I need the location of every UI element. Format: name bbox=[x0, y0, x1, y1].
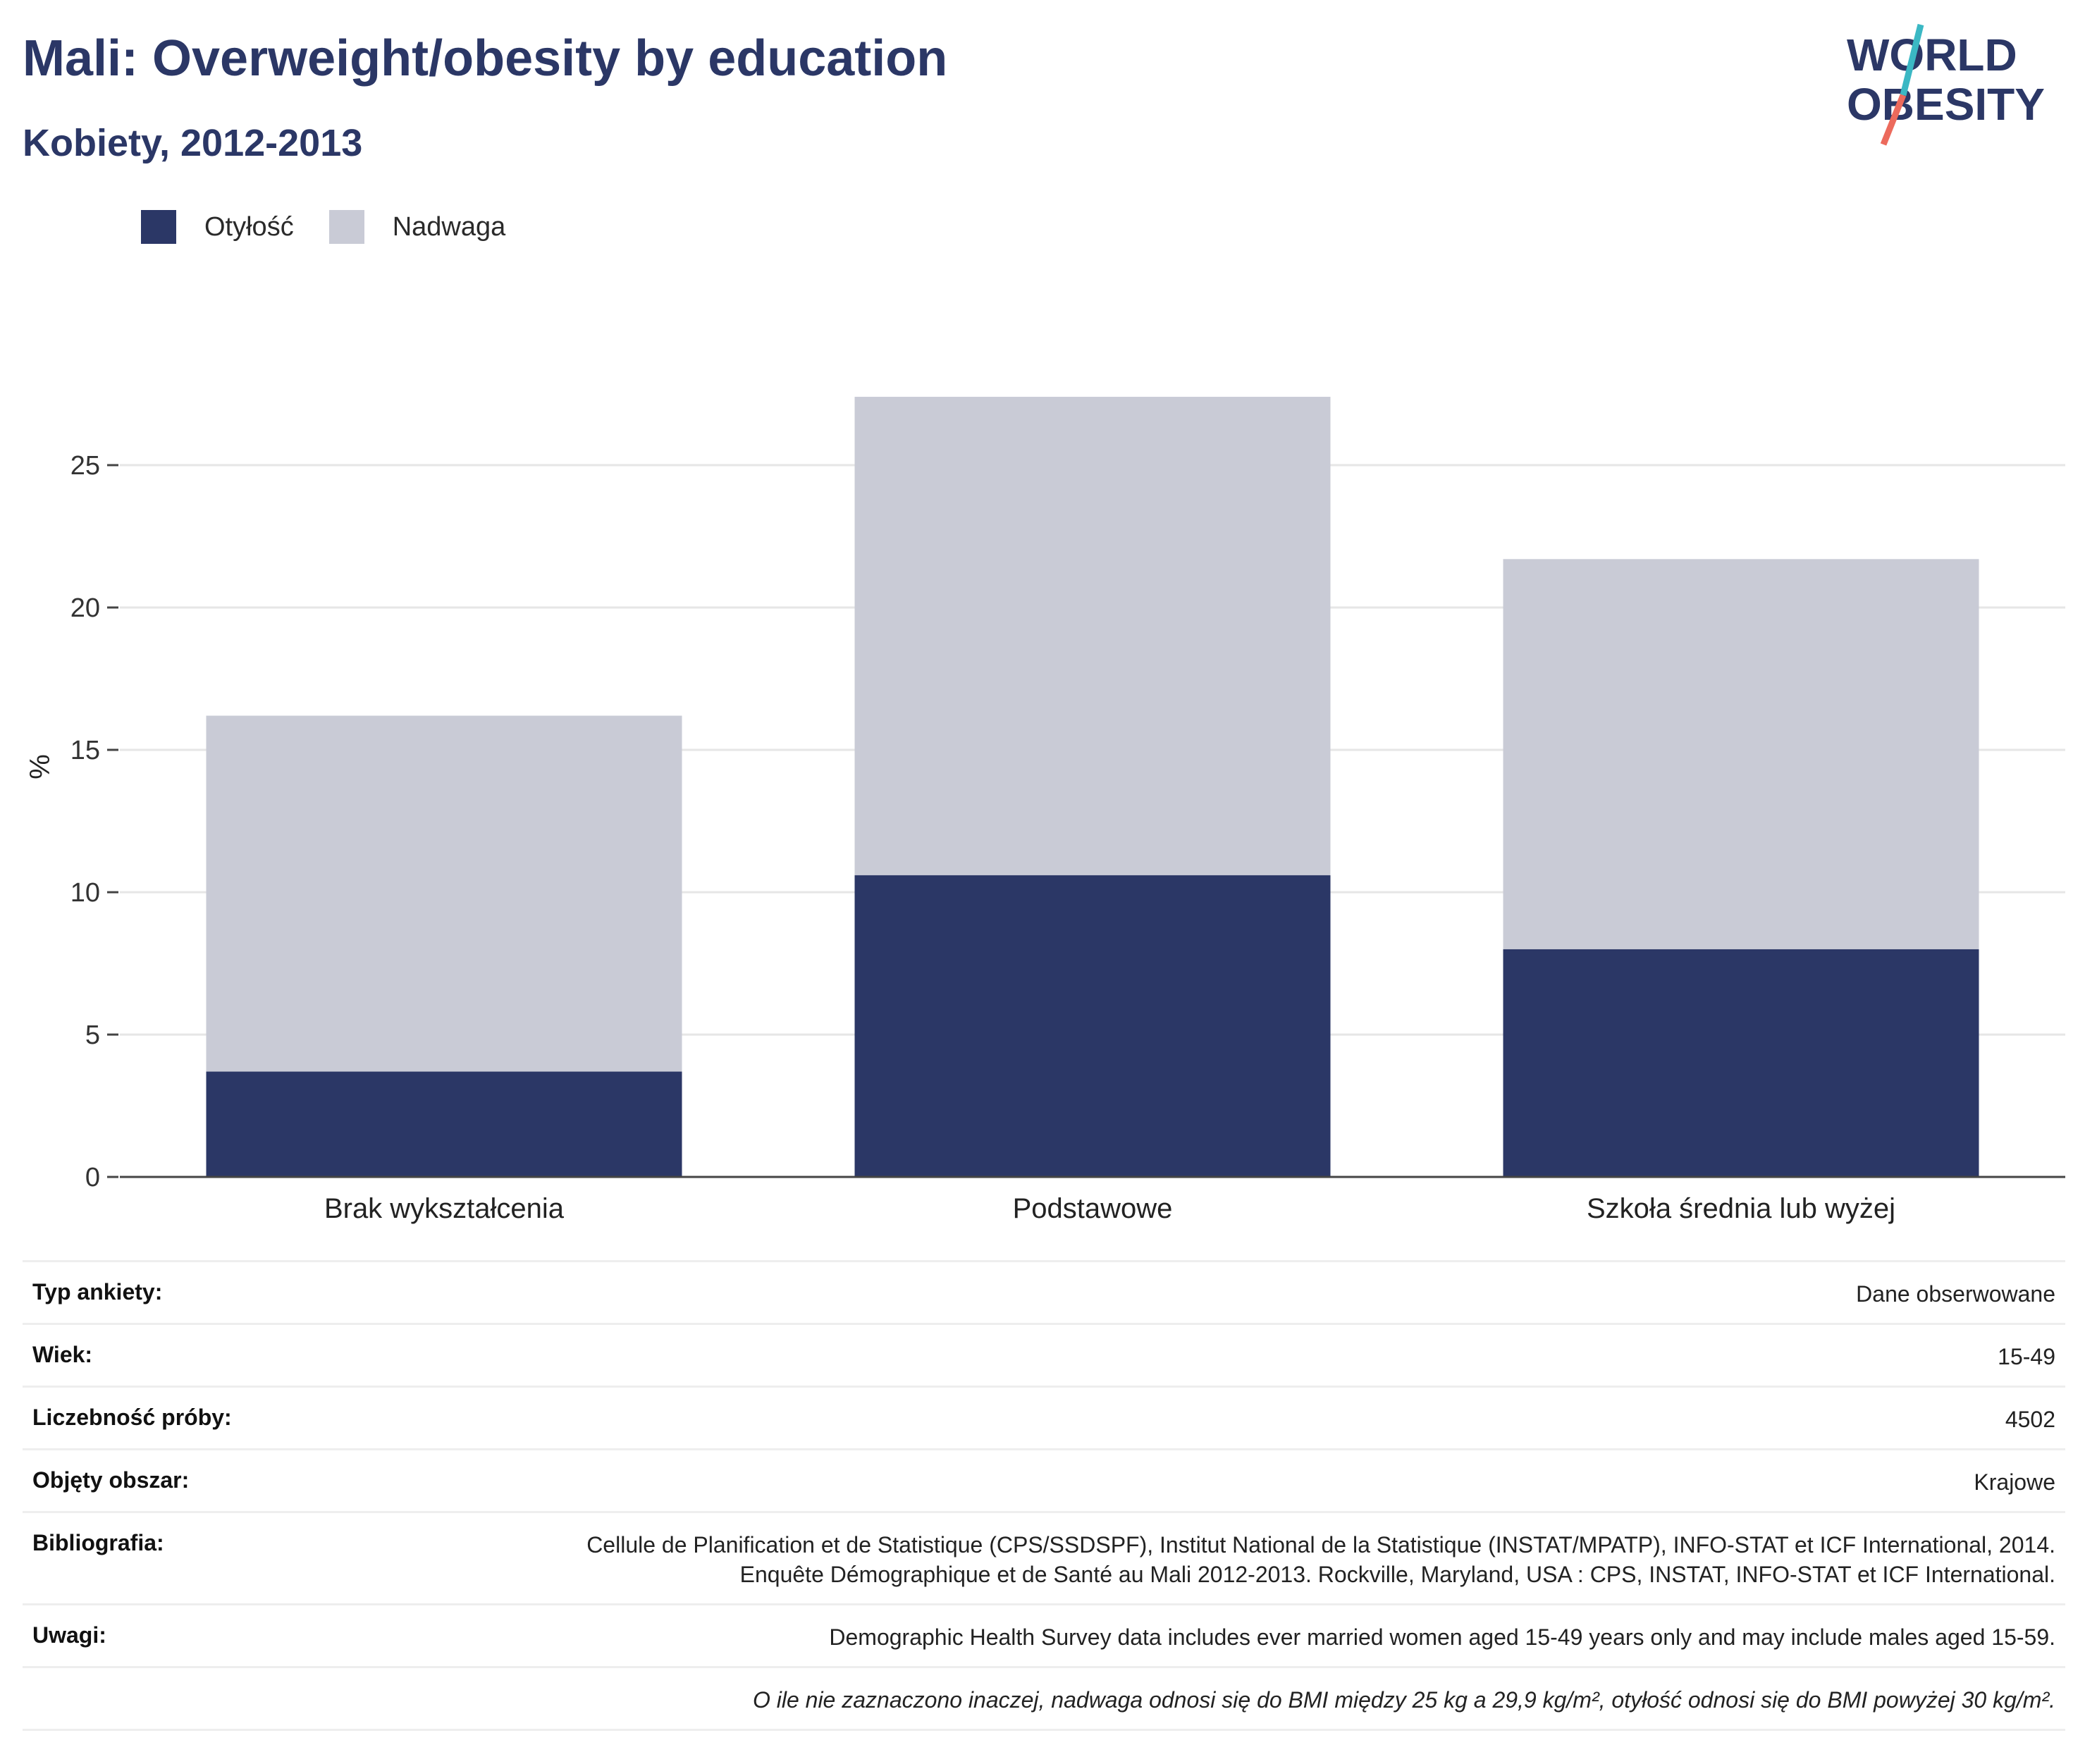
info-key: Bibliografia: bbox=[32, 1530, 164, 1555]
bar-obesity bbox=[1503, 949, 1979, 1177]
bar-overweight bbox=[854, 397, 1331, 875]
bar-obesity bbox=[206, 1071, 682, 1177]
info-value: Demographic Health Survey data includes … bbox=[829, 1624, 2055, 1650]
info-key: Typ ankiety: bbox=[32, 1279, 163, 1305]
chart-legend: Otyłość Nadwaga bbox=[141, 210, 541, 244]
info-key: Uwagi: bbox=[32, 1622, 106, 1648]
legend-item-overweight: Nadwaga bbox=[328, 210, 506, 244]
bar-overweight bbox=[1503, 559, 1979, 949]
legend-label-overweight: Nadwaga bbox=[392, 211, 506, 242]
legend-swatch-obesity bbox=[141, 210, 176, 244]
x-tick-label: Podstawowe bbox=[1013, 1193, 1173, 1224]
info-table: Typ ankiety: Dane obserwowane Wiek: 15-4… bbox=[23, 1260, 2065, 1731]
y-tick-label: 20 bbox=[70, 593, 100, 623]
y-tick-label: 10 bbox=[70, 878, 100, 908]
logo-slash-coral bbox=[1880, 94, 1907, 146]
bar-overweight bbox=[206, 715, 682, 1072]
world-obesity-logo: WORLD OBESITY bbox=[1847, 23, 2045, 146]
info-value: 15-49 bbox=[1998, 1344, 2055, 1369]
y-tick-label: 0 bbox=[85, 1163, 100, 1192]
info-key: Objęty obszar: bbox=[32, 1467, 190, 1493]
y-tick-label: 5 bbox=[85, 1020, 100, 1050]
chart-subtitle: Kobiety, 2012-2013 bbox=[23, 122, 363, 164]
info-row-footnote: O ile nie zaznaczono inaczej, nadwaga od… bbox=[23, 1666, 2065, 1731]
logo-word-obesity: OBESITY bbox=[1847, 79, 2045, 130]
info-value: Cellule de Planification et de Statistiq… bbox=[586, 1532, 2055, 1587]
logo-slash-teal bbox=[1900, 23, 1924, 97]
legend-swatch-overweight bbox=[328, 210, 364, 244]
y-tick-label: 25 bbox=[70, 451, 100, 481]
legend-item-obesity: Otyłość bbox=[141, 210, 294, 244]
x-tick-label: Szkoła średnia lub wyżej bbox=[1587, 1193, 1895, 1224]
chart-title: Mali: Overweight/obesity by education bbox=[23, 30, 948, 87]
footnote-text: O ile nie zaznaczono inaczej, nadwaga od… bbox=[752, 1687, 2055, 1713]
info-value: Dane obserwowane bbox=[1856, 1281, 2055, 1307]
info-value: 4502 bbox=[2005, 1407, 2055, 1432]
info-row-survey-type: Typ ankiety: Dane obserwowane bbox=[23, 1260, 2065, 1323]
info-row-notes: Uwagi: Demographic Health Survey data in… bbox=[23, 1603, 2065, 1666]
stacked-bar-chart: 0 5 10 15 20 25% Brak wykształcenia Podstawowe S… bbox=[25, 397, 2065, 1224]
info-key: Wiek: bbox=[32, 1342, 93, 1367]
info-row-bibliography: Bibliografia: Cellule de Planification e… bbox=[23, 1511, 2065, 1603]
x-tick-label: Brak wykształcenia bbox=[324, 1193, 565, 1224]
info-row-area: Objęty obszar: Krajowe bbox=[23, 1448, 2065, 1511]
logo-word-world: WORLD bbox=[1847, 30, 2017, 80]
info-row-age: Wiek: 15-49 bbox=[23, 1323, 2065, 1386]
info-row-sample-size: Liczebność próby: 4502 bbox=[23, 1386, 2065, 1448]
info-value: Krajowe bbox=[1974, 1469, 2055, 1495]
bar-obesity bbox=[854, 875, 1331, 1177]
y-axis-label: % bbox=[25, 754, 56, 779]
info-key: Liczebność próby: bbox=[32, 1405, 232, 1430]
y-tick-label: 15 bbox=[70, 736, 100, 765]
legend-label-obesity: Otyłość bbox=[204, 211, 294, 242]
